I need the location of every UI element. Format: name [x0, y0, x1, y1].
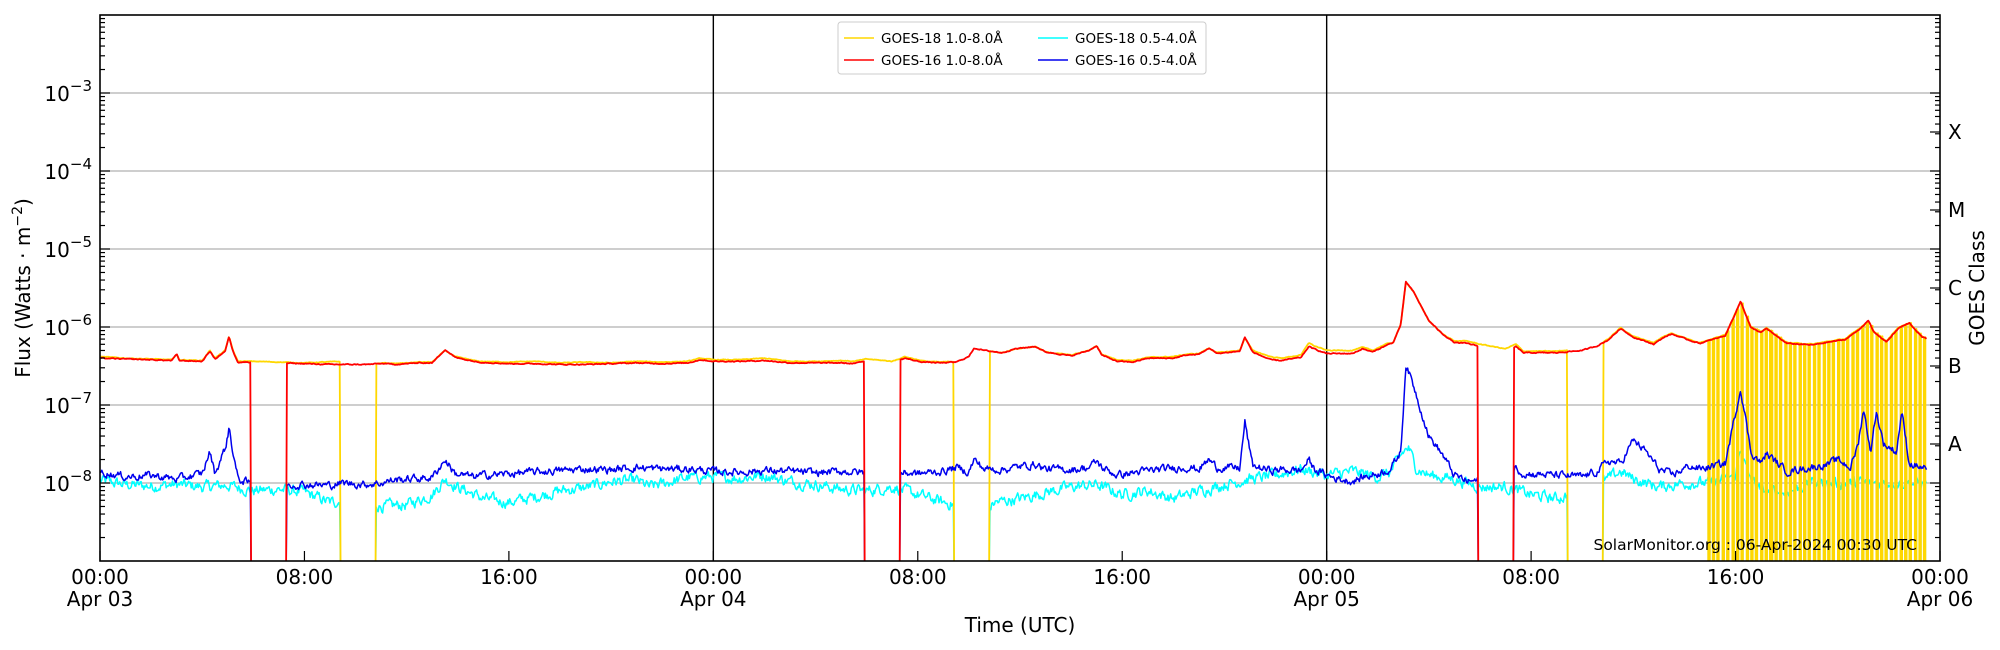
credit-annotation: SolarMonitor.org : 06-Apr-2024 00:30 UTC [1593, 536, 1917, 554]
y-tick-labels: 10−3 10−4 10−5 10−6 10−7 10−8 [44, 77, 92, 496]
x-tick-time: 16:00 [1093, 565, 1151, 589]
y-axis-title: Flux (Watts · m−2) [10, 198, 35, 378]
y-tick-label: 10−3 [44, 77, 92, 106]
legend-entry-goes16-short: GOES-16 0.5-4.0Å [1038, 52, 1197, 69]
x-tick-date: Apr 06 [1907, 587, 1973, 611]
legend-label: GOES-16 1.0-8.0Å [881, 52, 1003, 69]
series-goes-16-1-0-8-0 [100, 280, 1928, 561]
y-tick-label: 10−7 [44, 389, 92, 418]
goes-class-label: X [1948, 120, 1962, 144]
goes-class-labels: X M C B A [1948, 120, 1965, 456]
legend: GOES-18 1.0-8.0Å GOES-16 1.0-8.0Å GOES-1… [837, 21, 1207, 75]
y-tick-label: 10−8 [44, 467, 92, 496]
x-tick-time: 00:00 [685, 565, 743, 589]
y-tick-label: 10−4 [44, 155, 92, 184]
x-tick-time: 08:00 [276, 565, 334, 589]
y-axis-title-right: GOES Class [1965, 230, 1989, 346]
legend-entry-goes18-short: GOES-18 0.5-4.0Å [1038, 30, 1197, 47]
y-axis-ticks-right [1930, 17, 1940, 539]
data-series [100, 280, 1928, 561]
goes-class-label: A [1948, 432, 1962, 456]
legend-entry-goes16-long: GOES-16 1.0-8.0Å [844, 52, 1003, 69]
x-tick-time: 00:00 [1911, 565, 1969, 589]
x-tick-time: 00:00 [71, 565, 129, 589]
x-tick-time: 00:00 [1298, 565, 1356, 589]
y-axis-ticks-left [100, 17, 110, 539]
legend-entry-goes18-long: GOES-18 1.0-8.0Å [844, 30, 1003, 47]
x-tick-date: Apr 04 [680, 587, 746, 611]
y-tick-label: 10−6 [44, 311, 92, 340]
x-tick-time: 08:00 [889, 565, 947, 589]
x-axis-title: Time (UTC) [964, 613, 1076, 637]
x-tick-date: Apr 05 [1293, 587, 1359, 611]
series-goes-16-0-5-4-0 [100, 367, 1928, 561]
x-tick-date: Apr 03 [67, 587, 133, 611]
goes-class-label: C [1948, 276, 1962, 300]
legend-label: GOES-18 1.0-8.0Å [881, 30, 1003, 47]
legend-label: GOES-18 0.5-4.0Å [1075, 30, 1197, 47]
goes-class-label: B [1948, 354, 1962, 378]
x-tick-time: 16:00 [1707, 565, 1765, 589]
y-tick-label: 10−5 [44, 233, 92, 262]
day-separator-lines [712, 15, 1328, 561]
legend-label: GOES-16 0.5-4.0Å [1075, 52, 1197, 69]
plot-area [100, 15, 1940, 561]
x-axis-ticks [99, 551, 1941, 561]
x-tick-time: 08:00 [1502, 565, 1560, 589]
legend-box [837, 21, 1207, 75]
x-tick-time: 16:00 [480, 565, 538, 589]
goes-class-label: M [1948, 198, 1965, 222]
